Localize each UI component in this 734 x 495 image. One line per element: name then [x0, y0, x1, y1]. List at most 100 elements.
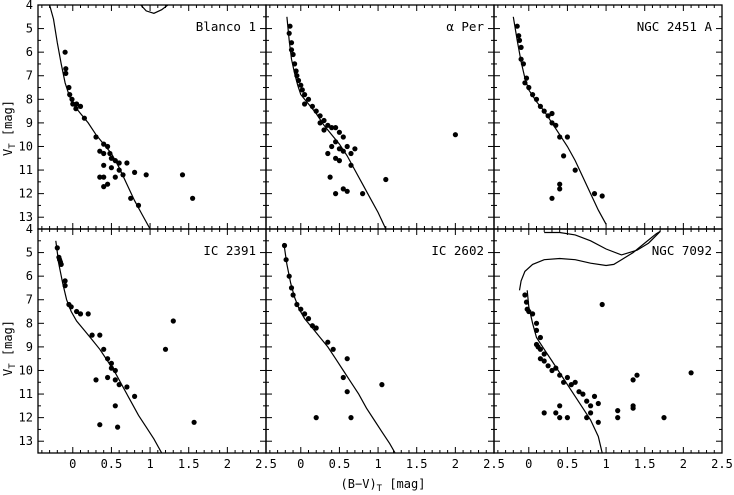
star-point — [281, 242, 288, 249]
star-point — [333, 191, 339, 197]
star-point — [288, 285, 295, 291]
star-point — [101, 184, 107, 190]
star-point — [101, 174, 107, 180]
star-point — [344, 356, 350, 362]
star-point — [286, 273, 292, 279]
panel-plot-area — [49, 5, 196, 229]
star-point — [313, 325, 319, 331]
x-tick-label: 0.5 — [329, 457, 351, 471]
isochrone-line — [544, 230, 661, 256]
star-point — [541, 410, 547, 416]
x-ticks — [497, 5, 723, 229]
star-point — [520, 61, 527, 67]
y-ticks — [494, 228, 722, 454]
star-point — [135, 202, 142, 208]
star-point — [518, 56, 524, 62]
panel-plot-area — [281, 242, 396, 453]
y-tick-label: 8 — [26, 316, 33, 330]
star-point — [549, 195, 555, 201]
y-tick-label: 13 — [19, 210, 33, 224]
star-point — [290, 51, 296, 58]
y-tick-label: 4 — [26, 0, 33, 12]
star-point — [58, 261, 64, 267]
star-point — [588, 410, 594, 416]
star-point — [105, 143, 111, 150]
star-point — [290, 292, 296, 298]
y-tick-label: 6 — [26, 269, 33, 283]
x-tick-label: 2 — [680, 457, 687, 471]
star-point — [333, 155, 339, 161]
star-point — [107, 150, 113, 157]
star-point — [545, 113, 551, 119]
x-tick-label: 0.5 — [557, 457, 579, 471]
axis-labels: (B−V)T [mag] VT [mag] VT [mag] — [1, 100, 425, 494]
star-point — [105, 181, 111, 187]
star-point — [162, 346, 169, 352]
isochrone-line — [518, 230, 661, 291]
star-point — [191, 419, 197, 425]
star-point — [294, 73, 300, 79]
star-point — [128, 195, 134, 201]
star-point — [68, 304, 74, 310]
star-point — [584, 398, 590, 404]
star-point — [302, 101, 308, 107]
y-tick-label: 10 — [19, 363, 33, 377]
star-point — [74, 308, 80, 315]
y-tick-label: 11 — [19, 163, 33, 177]
star-point — [97, 332, 103, 338]
panel-0: 4 5 6 7 8 9 10 11 12 13 Blanco 1 — [19, 0, 267, 230]
star-point — [294, 301, 300, 308]
x-tick-label: 1.5 — [634, 457, 656, 471]
y-tick-label: 7 — [26, 293, 33, 307]
star-point — [523, 299, 530, 305]
star-point — [549, 110, 555, 117]
x-tick-label: 1 — [602, 457, 609, 471]
star-point — [179, 172, 186, 178]
star-point — [329, 125, 335, 131]
star-point — [305, 316, 312, 322]
x-ticks — [269, 229, 495, 453]
panel-frame — [37, 4, 267, 230]
star-point — [564, 415, 571, 421]
star-point — [330, 346, 336, 352]
star-point — [116, 167, 122, 173]
star-point — [283, 257, 289, 263]
star-point — [309, 323, 315, 329]
y-tick-label: 6 — [26, 45, 33, 59]
star-point — [340, 148, 346, 154]
panel-3: 4 5 6 7 8 9 10 11 12 13 0 0.5 1 1.5 2 2.5 IC 2391 — [19, 222, 277, 471]
star-point — [293, 68, 299, 74]
star-point — [101, 346, 107, 352]
y-ticks — [266, 4, 494, 230]
panel-4: 0 0.5 1 1.5 2 2.5 IC 2602 — [265, 228, 505, 471]
star-point — [344, 143, 350, 150]
star-point — [595, 419, 601, 425]
star-point — [340, 186, 346, 192]
star-point — [288, 47, 295, 53]
star-point — [313, 415, 319, 421]
star-point — [557, 134, 563, 140]
star-point — [336, 158, 342, 164]
star-point — [688, 370, 694, 376]
star-point — [325, 339, 331, 345]
star-point — [352, 146, 358, 152]
star-point — [112, 403, 118, 409]
star-point — [329, 143, 335, 150]
star-point — [348, 150, 354, 157]
star-point — [557, 403, 563, 409]
panel-plot-area — [512, 16, 607, 225]
star-point — [115, 424, 121, 430]
star-point — [599, 193, 605, 199]
star-point — [299, 87, 305, 93]
star-point — [295, 77, 302, 84]
y-ticks — [494, 4, 722, 230]
star-point — [105, 356, 111, 362]
star-point — [630, 377, 636, 383]
isochrone-line — [55, 240, 163, 453]
panel-label: Blanco 1 — [196, 19, 256, 34]
star-point — [344, 188, 350, 194]
star-point — [541, 351, 547, 357]
star-point — [124, 160, 130, 166]
